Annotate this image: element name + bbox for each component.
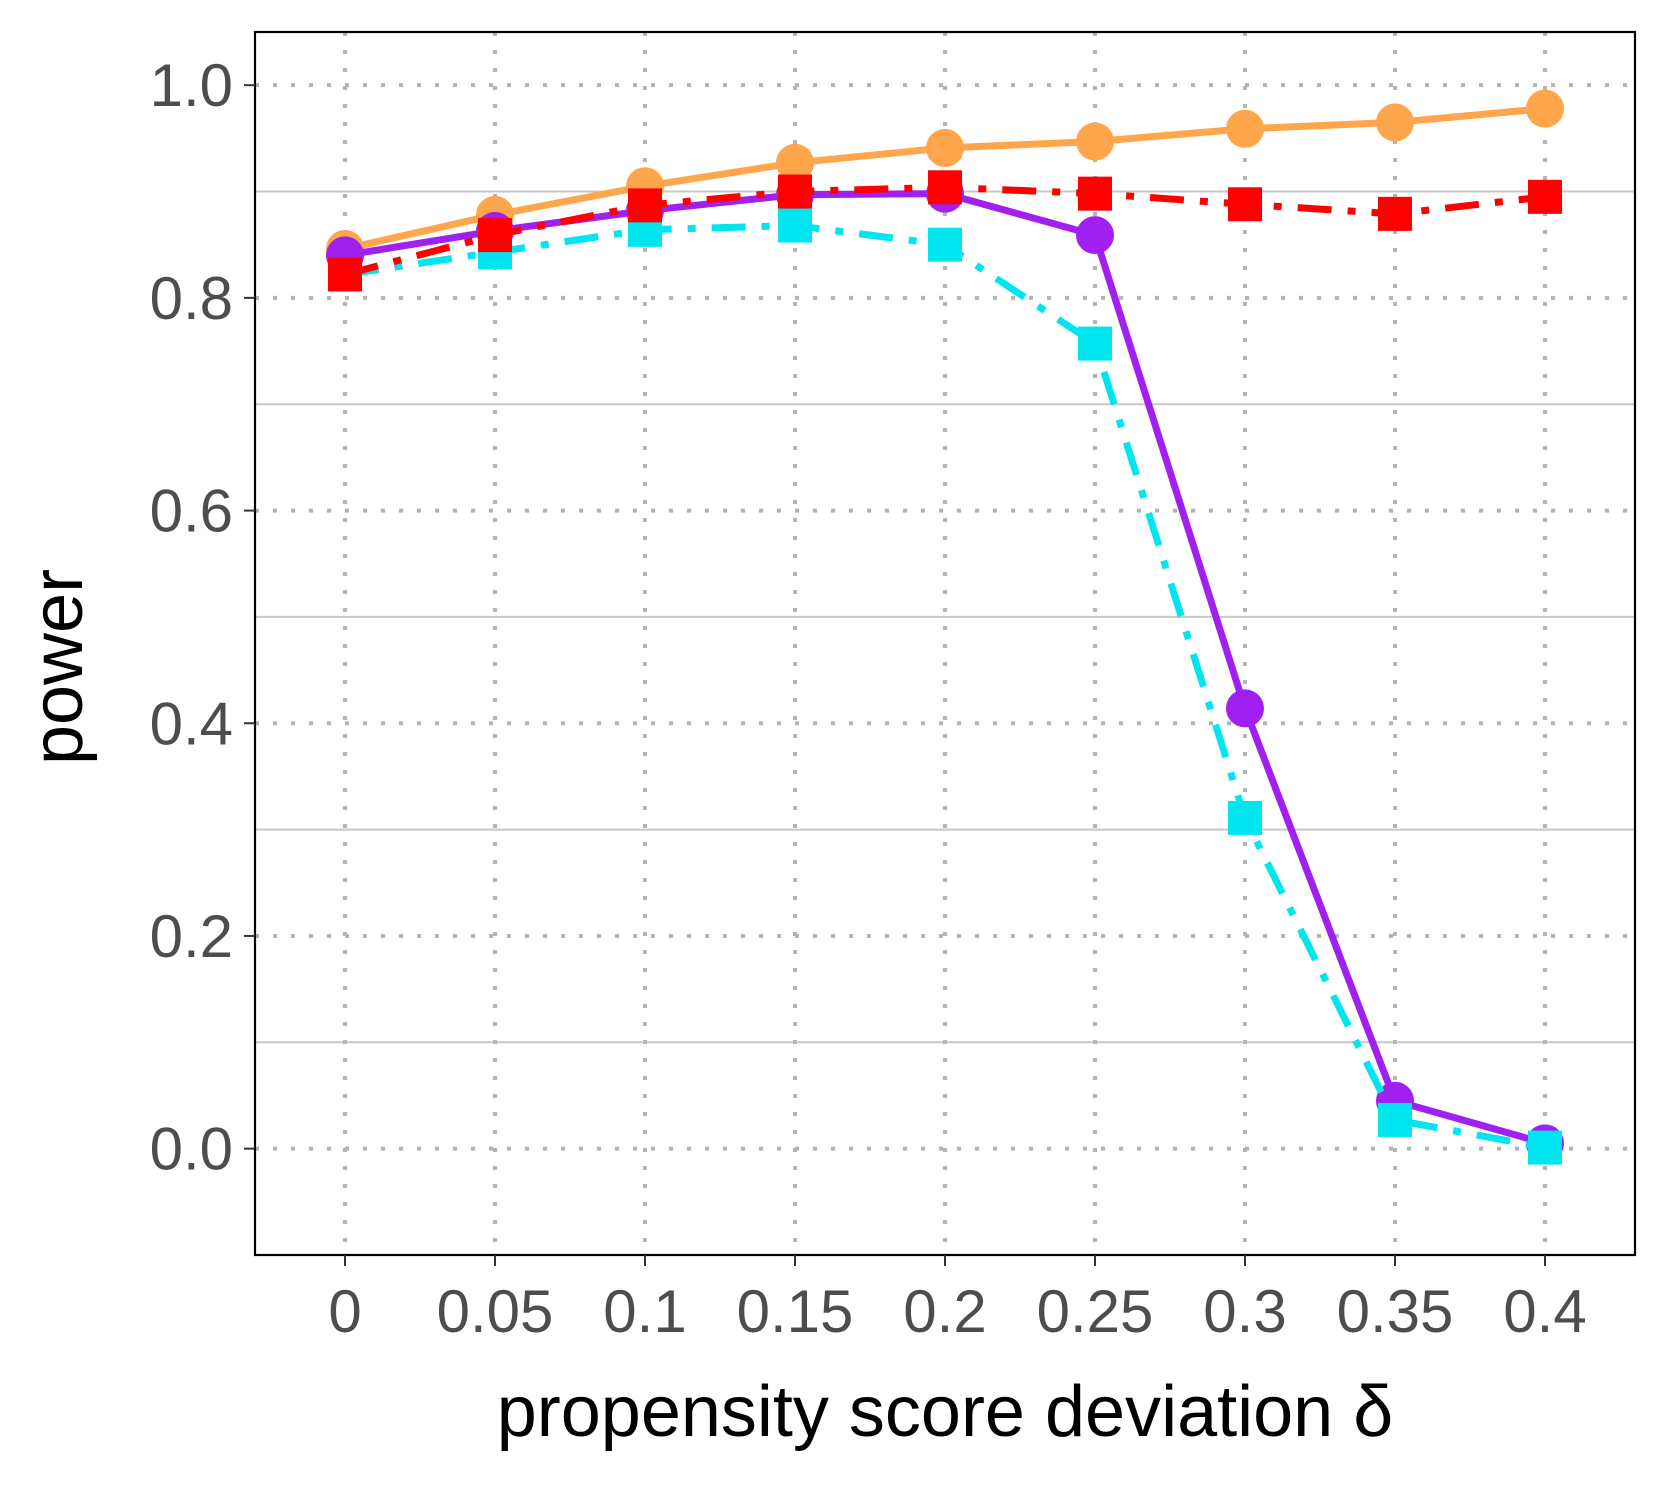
data-point-red-square-dashdot (628, 188, 662, 223)
x-tick-label: 0.1 (603, 1278, 686, 1345)
data-point-red-square-dashdot (778, 174, 812, 209)
data-point-red-square-dashdot (1378, 196, 1412, 231)
data-point-cyan-square-dashdot (778, 208, 812, 243)
y-tick-label: 1.0 (150, 52, 233, 119)
data-point-purple-circle-solid (1076, 216, 1114, 255)
data-point-cyan-square-dashdot (1378, 1102, 1412, 1137)
x-tick-label: 0.4 (1503, 1278, 1586, 1345)
data-point-orange-circle-solid (1226, 109, 1264, 148)
y-tick-label: 0.2 (150, 903, 233, 970)
series-red-square-dashdot (328, 170, 1562, 292)
data-point-purple-circle-solid (1226, 689, 1264, 728)
data-point-cyan-square-dashdot (1078, 326, 1112, 361)
data-point-orange-circle-solid (1376, 103, 1414, 142)
y-tick-label: 0.8 (150, 265, 233, 332)
x-tick-label: 0 (328, 1278, 361, 1345)
grid-lines (255, 32, 1635, 1255)
x-tick-label: 0.3 (1203, 1278, 1286, 1345)
axis-ticks: 0.0 0.2 0.4 0.6 0.8 1.0 0 0.05 0.1 0.15 0.2 0.25 0.3… (150, 52, 1587, 1345)
data-point-red-square-dashdot (328, 257, 362, 292)
series-layer (326, 89, 1564, 1165)
y-tick-label: 0.4 (150, 690, 233, 757)
x-tick-label: 0.2 (903, 1278, 986, 1345)
data-point-orange-circle-solid (1526, 89, 1564, 128)
data-point-orange-circle-solid (926, 128, 964, 167)
x-tick-label: 0.25 (1037, 1278, 1154, 1345)
data-point-cyan-square-dashdot (1528, 1130, 1562, 1165)
data-point-red-square-dashdot (928, 170, 962, 205)
data-point-red-square-dashdot (1078, 176, 1112, 211)
data-point-orange-circle-solid (1076, 122, 1114, 161)
data-point-orange-circle-solid (776, 143, 814, 182)
data-point-cyan-square-dashdot (928, 227, 962, 262)
data-point-red-square-dashdot (1528, 179, 1562, 214)
x-tick-label: 0.35 (1337, 1278, 1454, 1345)
series-cyan-square-dashdot (328, 208, 1562, 1165)
data-point-red-square-dashdot (478, 218, 512, 253)
data-point-red-square-dashdot (1228, 187, 1262, 222)
x-tick-label: 0.15 (737, 1278, 854, 1345)
y-tick-label: 0.6 (150, 478, 233, 545)
y-tick-label: 0.0 (150, 1116, 233, 1183)
x-axis-label: propensity score deviation δ (497, 1372, 1394, 1452)
y-axis-label: power (18, 569, 98, 765)
x-tick-label: 0.05 (437, 1278, 554, 1345)
data-point-cyan-square-dashdot (1228, 800, 1262, 835)
